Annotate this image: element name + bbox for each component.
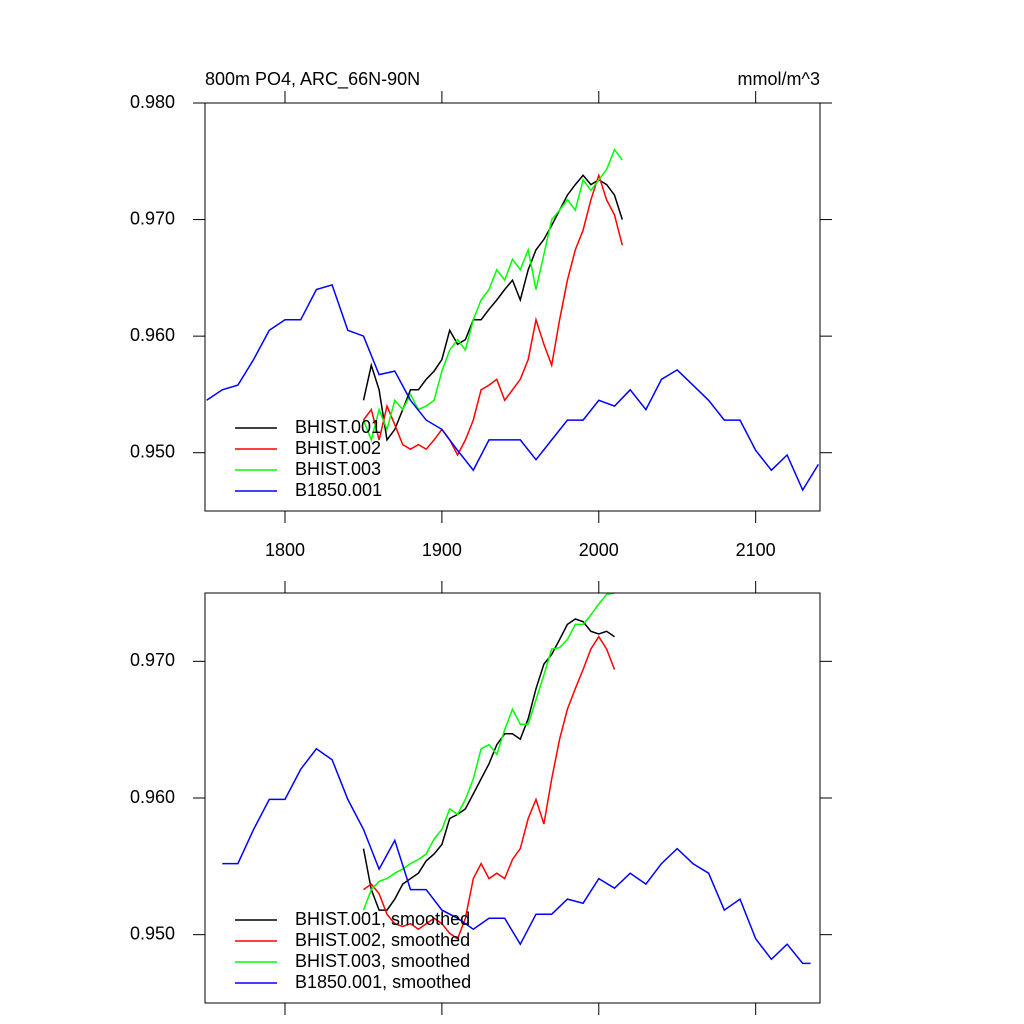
plot-area xyxy=(206,148,820,492)
chart-title: 800m PO4, ARC_66N-90N xyxy=(205,69,420,90)
y-tick-label: 0.960 xyxy=(130,325,175,345)
legend-label: B1850.001 xyxy=(295,480,382,500)
series-line xyxy=(362,618,615,911)
y-tick-label: 0.960 xyxy=(130,787,175,807)
plot-area xyxy=(222,593,811,965)
x-tick-label: 2100 xyxy=(736,540,776,560)
frame xyxy=(204,102,821,512)
y-tick-label: 0.950 xyxy=(130,441,175,461)
y-tick-label: 0.980 xyxy=(130,92,175,112)
series-line xyxy=(362,593,615,911)
series-line xyxy=(222,747,811,965)
legend-label: BHIST.001, smoothed xyxy=(295,909,470,929)
x-tick-label: 1800 xyxy=(265,540,305,560)
x-tick-label: 1900 xyxy=(422,540,462,560)
legend-label: B1850.001, smoothed xyxy=(295,972,471,992)
series-line xyxy=(362,172,624,457)
series-line xyxy=(362,174,624,442)
series-line xyxy=(363,635,616,940)
y-tick-label: 0.970 xyxy=(130,650,175,670)
legend-label: BHIST.002, smoothed xyxy=(295,930,470,950)
x-tick-label: 2000 xyxy=(579,540,619,560)
y-tick-label: 0.950 xyxy=(130,923,175,943)
y-tick-label: 0.970 xyxy=(130,208,175,228)
legend-label: BHIST.003 xyxy=(295,459,381,479)
series-line xyxy=(206,283,820,492)
units-label: mmol/m^3 xyxy=(738,69,820,89)
legend-label: BHIST.002 xyxy=(295,438,381,458)
series-line xyxy=(362,148,623,443)
legend-label: BHIST.003, smoothed xyxy=(295,951,470,971)
legend-label: BHIST.001 xyxy=(295,417,381,437)
